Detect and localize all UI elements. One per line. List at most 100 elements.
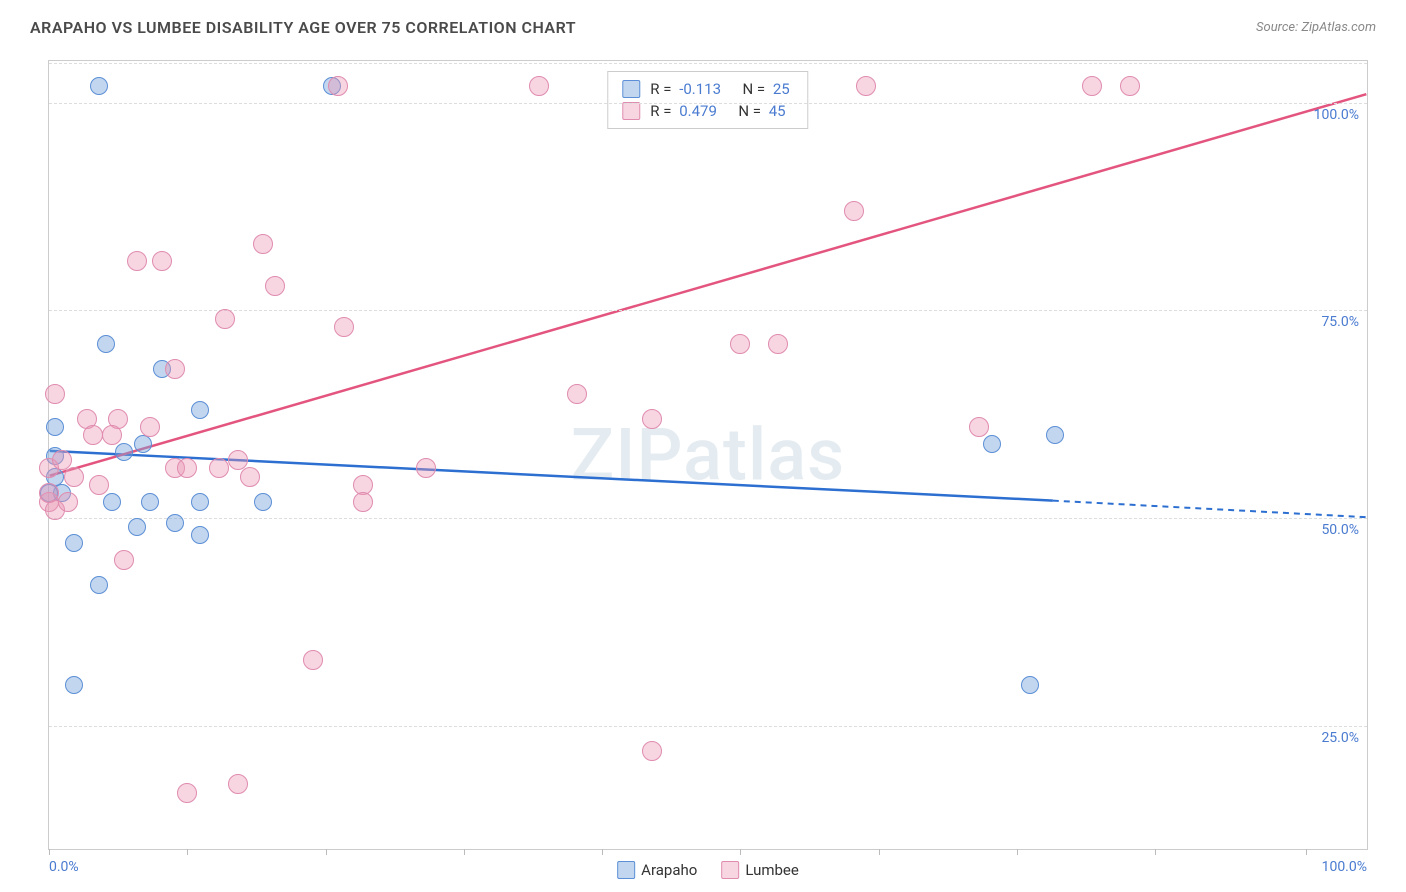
scatter-point: [1046, 426, 1064, 444]
series-swatch: [622, 102, 640, 120]
r-value: 0.479: [679, 102, 717, 120]
x-tick: [187, 849, 188, 855]
source-prefix: Source:: [1256, 20, 1301, 35]
series-swatch: [622, 80, 640, 98]
x-axis-max-label: 100.0%: [1322, 859, 1367, 875]
trend-lines: [49, 61, 1367, 849]
x-tick: [1306, 849, 1307, 855]
scatter-point: [328, 76, 348, 96]
scatter-point: [127, 251, 147, 271]
scatter-point: [191, 493, 209, 511]
scatter-point: [303, 650, 323, 670]
x-tick: [1155, 849, 1156, 855]
stats-row: R = -0.113 N = 25: [622, 78, 793, 100]
scatter-point: [58, 492, 78, 512]
scatter-point: [416, 458, 436, 478]
scatter-point: [353, 492, 373, 512]
r-value: -0.113: [679, 80, 721, 98]
scatter-point: [102, 425, 122, 445]
y-tick-label: 25.0%: [1321, 730, 1359, 746]
scatter-point: [768, 334, 788, 354]
legend-swatch: [617, 861, 635, 879]
scatter-point: [191, 526, 209, 544]
scatter-point: [642, 409, 662, 429]
scatter-point: [65, 534, 83, 552]
scatter-point: [1120, 76, 1140, 96]
x-tick: [879, 849, 880, 855]
header: ARAPAHO VS LUMBEE DISABILITY AGE OVER 75…: [0, 0, 1406, 45]
scatter-point: [90, 576, 108, 594]
source-name: ZipAtlas.com: [1301, 20, 1376, 35]
scatter-point: [165, 359, 185, 379]
gridline: [49, 103, 1367, 104]
scatter-point: [730, 334, 750, 354]
x-tick: [740, 849, 741, 855]
x-tick: [602, 849, 603, 855]
scatter-point: [334, 317, 354, 337]
scatter-chart: ZIPatlas R = -0.113 N = 25 R = 0.479 N = …: [48, 60, 1368, 850]
n-label: N = 45: [731, 102, 790, 120]
x-tick: [49, 849, 50, 855]
y-tick-label: 100.0%: [1314, 107, 1359, 123]
gridline: [49, 63, 1367, 64]
scatter-point: [254, 493, 272, 511]
x-tick: [326, 849, 327, 855]
scatter-point: [856, 76, 876, 96]
scatter-point: [265, 276, 285, 296]
scatter-point: [134, 435, 152, 453]
x-tick: [464, 849, 465, 855]
scatter-point: [140, 417, 160, 437]
trend-line: [50, 94, 1367, 476]
r-label: R = -0.113: [650, 80, 725, 98]
correlation-stats-box: R = -0.113 N = 25 R = 0.479 N = 45: [607, 71, 808, 129]
scatter-point: [844, 201, 864, 221]
scatter-point: [983, 435, 1001, 453]
gridline: [49, 726, 1367, 727]
scatter-point: [969, 417, 989, 437]
scatter-point: [166, 514, 184, 532]
x-tick: [1017, 849, 1018, 855]
n-value: 45: [769, 102, 786, 120]
scatter-point: [228, 774, 248, 794]
scatter-point: [209, 458, 229, 478]
scatter-point: [253, 234, 273, 254]
y-tick-label: 50.0%: [1321, 522, 1359, 538]
legend-label: Lumbee: [745, 861, 799, 879]
gridline: [49, 310, 1367, 311]
scatter-point: [114, 550, 134, 570]
scatter-point: [45, 384, 65, 404]
scatter-point: [39, 483, 59, 503]
series-legend: Arapaho Lumbee: [617, 861, 799, 879]
scatter-point: [177, 458, 197, 478]
legend-item: Lumbee: [721, 861, 799, 879]
scatter-point: [89, 475, 109, 495]
gridline: [49, 518, 1367, 519]
scatter-point: [177, 783, 197, 803]
chart-title: ARAPAHO VS LUMBEE DISABILITY AGE OVER 75…: [30, 18, 576, 37]
scatter-point: [64, 467, 84, 487]
scatter-point: [1021, 676, 1039, 694]
scatter-point: [215, 309, 235, 329]
r-label: R = 0.479: [650, 102, 721, 120]
scatter-point: [1082, 76, 1102, 96]
watermark: ZIPatlas: [571, 413, 845, 498]
scatter-point: [191, 401, 209, 419]
trend-line-extrapolated: [1053, 501, 1366, 518]
x-axis-min-label: 0.0%: [49, 859, 79, 875]
legend-label: Arapaho: [641, 861, 697, 879]
scatter-point: [46, 418, 64, 436]
scatter-point: [152, 251, 172, 271]
scatter-point: [642, 741, 662, 761]
legend-item: Arapaho: [617, 861, 697, 879]
scatter-point: [529, 76, 549, 96]
n-label: N = 25: [735, 80, 794, 98]
n-value: 25: [773, 80, 790, 98]
scatter-point: [141, 493, 159, 511]
scatter-point: [90, 77, 108, 95]
scatter-point: [83, 425, 103, 445]
scatter-point: [567, 384, 587, 404]
scatter-point: [97, 335, 115, 353]
y-tick-label: 75.0%: [1321, 314, 1359, 330]
scatter-point: [65, 676, 83, 694]
scatter-point: [115, 443, 133, 461]
